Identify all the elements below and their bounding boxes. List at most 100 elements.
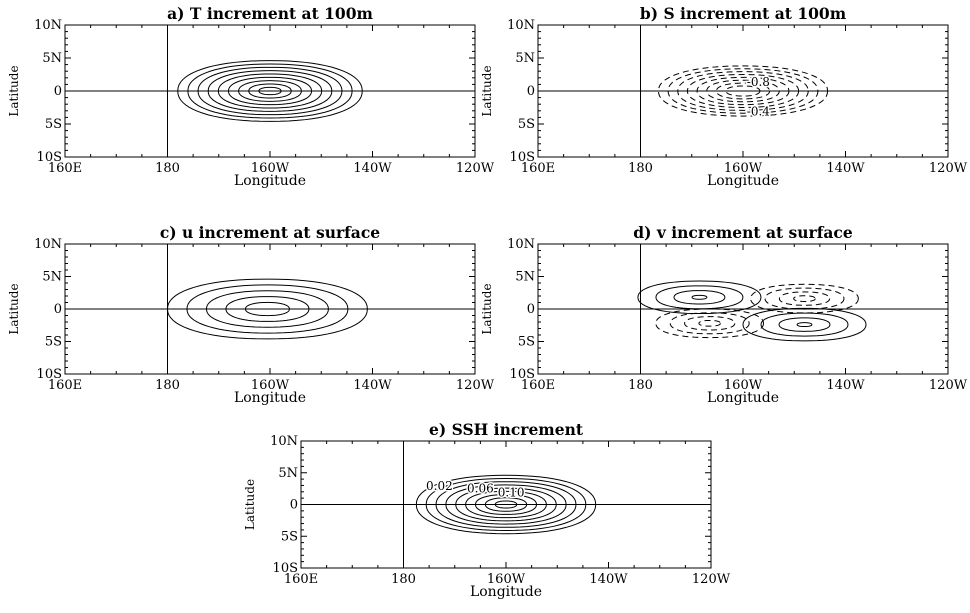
panel-a: a) T increment at 100m 160E 180 160W 140W 120… [7,4,495,189]
x-tick-label: 120W [456,378,495,393]
y-tick-label: 5S [45,335,62,350]
contour-line [258,86,282,96]
x-tick-label: 180 [155,161,180,176]
contour-line [244,301,290,317]
y-axis-label: Latitude [7,65,21,116]
x-tick-label: 160W [487,572,526,587]
contour-line [696,76,790,106]
panel-title: e) SSH increment [429,420,584,439]
y-tick-label: 10N [507,18,535,33]
contour-label: -0.4 [747,104,771,118]
contour-line [684,316,736,331]
contour-line [425,477,587,532]
x-tick-label: 160W [251,161,290,176]
panel-title: a) T increment at 100m [167,4,373,23]
y-tick-label: 5N [515,270,535,285]
y-tick-label: 0 [527,302,535,317]
y-tick-label: 0 [527,84,535,99]
y-tick-label: 10S [37,367,62,382]
panel-title: d) v increment at surface [633,223,853,242]
contour-line [750,283,859,314]
x-tick-label: 160E [521,378,555,393]
x-tick-label: 120W [692,572,731,587]
y-tick-label: 10S [37,150,62,165]
y-tick-label: 5N [515,51,535,66]
x-tick-label: 180 [155,378,180,393]
contour-line [677,71,809,111]
y-tick-label: 10S [510,367,535,382]
x-axis-label: Longitude [234,390,306,406]
contour-line [225,296,310,322]
contour-line [691,294,708,300]
contour-line [655,308,765,339]
panel-b: b) S increment at 100m 160E 180 160W 140W 120… [480,4,968,189]
y-tick-label: 10N [270,434,298,449]
contour-line [177,60,363,122]
x-tick-label: 140W [353,161,392,176]
contour-line [187,63,353,119]
x-tick-label: 160E [284,572,318,587]
x-tick-label: 140W [826,161,865,176]
contour-line [764,287,845,310]
contour-line [475,494,537,515]
contour-line [725,85,761,97]
panel-title: b) S increment at 100m [640,4,847,23]
x-axis-label: Longitude [707,173,779,189]
x-tick-label: 140W [589,572,628,587]
contour-label: 0.02 [426,479,453,493]
contour-line [227,76,313,106]
x-tick-label: 160E [48,378,82,393]
x-tick-label: 120W [929,161,968,176]
x-tick-label: 120W [929,378,968,393]
y-axis-label: Latitude [480,283,494,334]
y-tick-label: 10S [273,561,298,576]
y-tick-label: 0 [54,84,62,99]
contour-line [217,73,323,109]
y-tick-label: 0 [290,498,298,513]
panel-title: c) u increment at surface [160,223,380,242]
x-tick-label: 180 [391,572,416,587]
x-tick-label: 160W [724,378,763,393]
contour-line [669,312,750,335]
y-tick-label: 5S [518,117,535,132]
contour-line [415,474,597,535]
y-tick-label: 10N [507,237,535,252]
contour-line [445,484,567,525]
panel-d: d) v increment at surface 160E 180 160W 140W… [480,223,968,406]
contour-line [494,500,518,509]
contour-line [742,307,867,342]
contour-label: -0.8 [747,75,770,89]
contour-line [796,322,813,328]
contour-line [667,68,819,114]
contour-line [186,284,349,334]
contour-line [205,290,329,328]
y-tick-label: 5N [278,466,298,481]
contour-line [715,82,771,100]
contour-line [686,74,800,108]
contour-line [655,285,744,310]
x-tick-label: 160E [48,161,82,176]
contour-line [793,295,816,302]
x-tick-label: 120W [456,161,495,176]
y-tick-label: 10N [34,237,62,252]
y-tick-label: 5S [45,117,62,132]
x-tick-label: 180 [628,378,653,393]
y-axis-label: Latitude [7,283,21,334]
y-tick-label: 5N [42,270,62,285]
x-tick-label: 180 [628,161,653,176]
x-tick-label: 160W [724,161,763,176]
x-axis-label: Longitude [234,173,306,189]
y-tick-label: 5S [281,529,298,544]
x-tick-label: 160W [251,378,290,393]
x-axis-label: Longitude [707,390,779,406]
contour-line [197,66,343,116]
contour-line [637,280,762,315]
y-tick-label: 5S [518,335,535,350]
y-tick-label: 10N [34,18,62,33]
contour-label: 0.06 [467,482,494,496]
x-tick-label: 160E [521,161,555,176]
contour-line [248,83,292,99]
contour-line [673,290,726,305]
y-tick-label: 10S [510,150,535,165]
